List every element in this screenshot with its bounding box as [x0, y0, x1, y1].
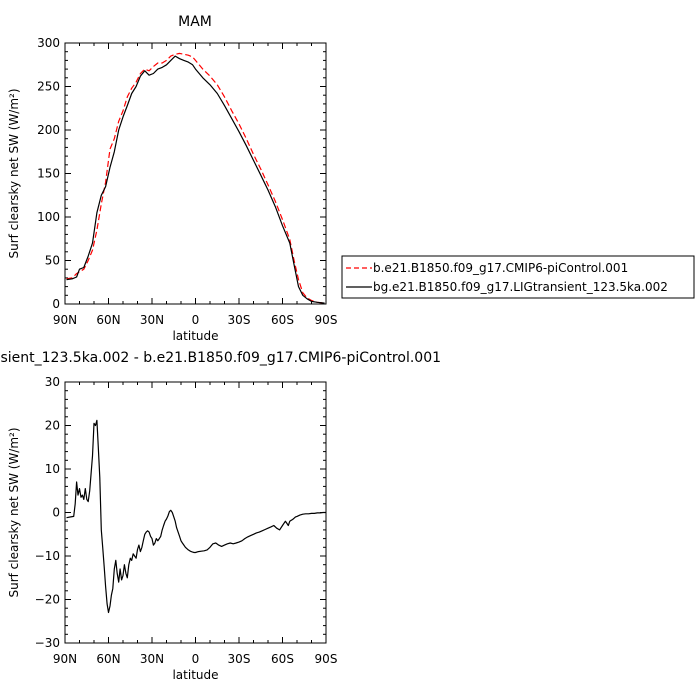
y-tick-label: 20 [45, 419, 60, 433]
x-tick-label: 30S [228, 652, 251, 666]
legend: b.e21.B1850.f09_g17.CMIP6-piControl.001 … [341, 255, 695, 299]
legend-label-ligtransient: bg.e21.B1850.f09_g17.LIGtransient_123.5k… [373, 280, 668, 294]
y-axis-label: Surf clearsky net SW (W/m²) [7, 88, 21, 258]
y-tick-label: 300 [37, 36, 60, 50]
x-tick-label: 60S [271, 313, 294, 327]
y-tick-label: 0 [52, 297, 60, 311]
chart-difference: LIGtransient_123.5ka.002 - b.e21.B1850.f… [0, 350, 441, 682]
series-line-2 [66, 55, 325, 304]
x-tick-label: 90S [315, 313, 338, 327]
y-tick-label: 10 [45, 462, 60, 476]
y-tick-label: −20 [35, 593, 60, 607]
x-tick-label: 90N [53, 313, 77, 327]
x-tick-label: 90S [315, 652, 338, 666]
x-tick-label: 0 [192, 652, 200, 666]
y-tick-label: 250 [37, 80, 60, 94]
y-tick-label: 100 [37, 210, 60, 224]
y-axis-label: Surf clearsky net SW (W/m²) [7, 427, 21, 597]
x-tick-label: 30N [140, 313, 164, 327]
y-tick-label: 150 [37, 167, 60, 181]
y-tick-label: 30 [45, 375, 60, 389]
x-tick-label: 0 [192, 313, 200, 327]
series-line-1 [66, 419, 326, 614]
plot-frame [64, 42, 327, 305]
x-tick-label: 60N [96, 652, 120, 666]
chart-title: LIGtransient_123.5ka.002 - b.e21.B1850.f… [0, 350, 441, 366]
series-line-1 [66, 52, 325, 304]
plot-frame [64, 381, 327, 644]
x-tick-label: 30S [228, 313, 251, 327]
legend-box [341, 255, 695, 299]
legend-label-control: b.e21.B1850.f09_g17.CMIP6-piControl.001 [373, 261, 628, 275]
y-tick-label: 200 [37, 123, 60, 137]
chart-title: MAM [178, 14, 212, 30]
chart-mam: MAM 90N 60N 30N 0 30S 60S 90S 0 50 100 150 200 250 300… [7, 14, 337, 343]
x-axis-label: latitude [172, 329, 218, 343]
x-tick-label: 60N [96, 313, 120, 327]
y-tick-label: −30 [35, 636, 60, 650]
x-tick-label: 60S [271, 652, 294, 666]
y-tick-label: 0 [52, 506, 60, 520]
x-tick-label: 90N [53, 652, 77, 666]
y-tick-label: −10 [35, 549, 60, 563]
x-tick-label: 30N [140, 652, 164, 666]
y-tick-label: 50 [45, 254, 60, 268]
x-axis-label: latitude [172, 668, 218, 682]
